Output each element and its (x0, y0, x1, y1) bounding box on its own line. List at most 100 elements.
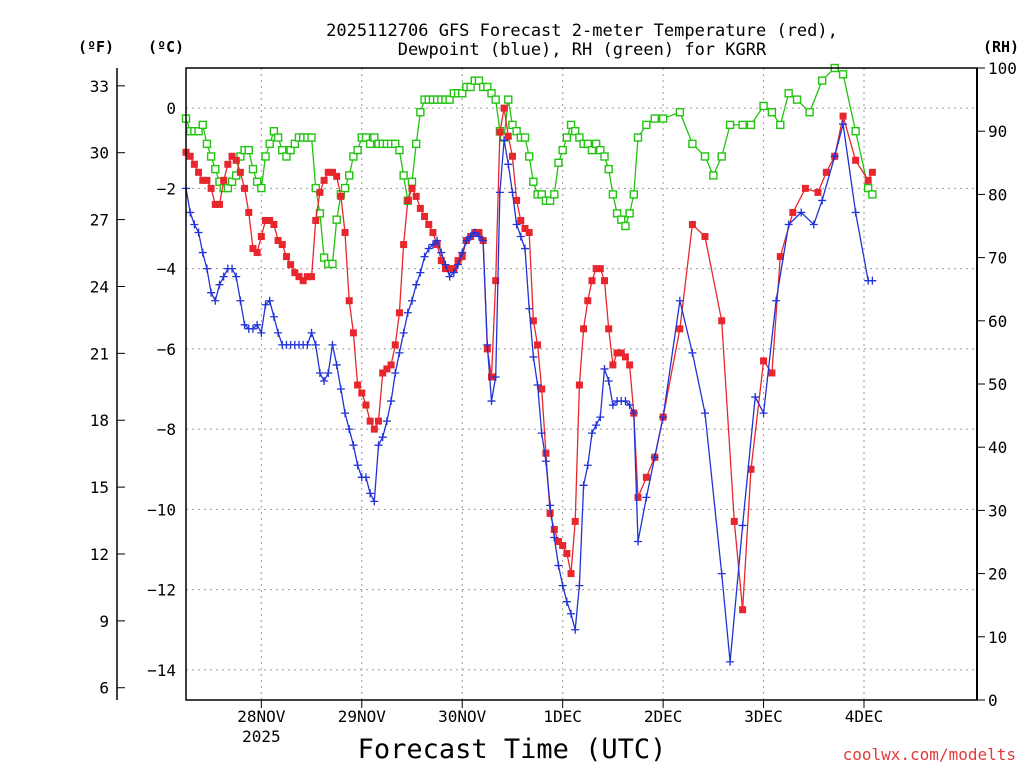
rh-tick-label: 90 (988, 122, 1007, 141)
dewpoint-marker (320, 376, 329, 385)
rh-marker (550, 190, 559, 199)
f-tick-label: 24 (90, 277, 109, 296)
temperature-marker (592, 265, 600, 273)
dewpoint-marker (341, 409, 350, 418)
temperature-marker (308, 273, 316, 281)
temperature-marker (613, 349, 621, 357)
dewpoint-marker (248, 324, 257, 333)
temperature-marker (395, 309, 403, 317)
x-tick-sublabel: 2025 (242, 727, 281, 746)
temperature-marker (868, 168, 876, 176)
dewpoint-marker (395, 348, 404, 357)
rh-marker (608, 190, 618, 199)
temperature-marker (718, 317, 726, 325)
rh-marker (265, 139, 274, 149)
dewpoint-marker (621, 397, 630, 406)
unit-c-label: (ºC) (148, 38, 184, 56)
dewpoint-marker (550, 533, 559, 542)
rh-marker (600, 152, 609, 161)
dewpoint-marker (232, 272, 241, 281)
dewpoint-marker (190, 220, 199, 229)
dewpoint-marker (675, 296, 684, 305)
rh-marker (709, 171, 718, 180)
temperature-marker (341, 229, 349, 237)
rh-marker (650, 114, 659, 123)
dewpoint-marker (487, 397, 496, 406)
temperature-marker (220, 176, 228, 184)
dewpoint-marker (797, 208, 806, 217)
temperature-marker (416, 204, 424, 212)
dewpoint-marker (495, 188, 504, 197)
dewpoint-marker (445, 272, 454, 281)
dewpoint-marker (604, 376, 613, 385)
temperature-marker (249, 245, 257, 253)
dewpoint-marker (261, 300, 270, 309)
temperature-marker (421, 212, 429, 220)
x-tick-label: 3DEC (744, 707, 783, 726)
temperature-marker (584, 297, 592, 305)
temperature-marker (676, 325, 684, 333)
dewpoint-marker (366, 489, 375, 498)
rh-marker (805, 108, 814, 117)
rh-marker (633, 133, 643, 142)
dewpoint-marker (579, 481, 588, 490)
temperature-marker (190, 160, 198, 168)
temperature-marker (500, 104, 508, 112)
dewpoint-marker (546, 501, 555, 510)
dewpoint-marker (738, 521, 747, 530)
rh-marker (776, 120, 785, 130)
dewpoint-marker (521, 244, 529, 253)
dewpoint-marker (562, 597, 571, 606)
temperature-marker (412, 192, 420, 200)
dewpoint-marker (629, 409, 638, 418)
temperature-marker (496, 128, 504, 136)
rh-marker (700, 152, 710, 161)
dewpoint-marker (336, 385, 345, 394)
temperature-marker (446, 265, 454, 273)
temperature-marker (299, 277, 307, 285)
dewpoint-marker (479, 236, 488, 245)
temperature-marker (362, 401, 370, 409)
f-tick-label: 21 (90, 344, 109, 363)
dewpoint-marker (726, 657, 735, 666)
temperature-marker (621, 353, 629, 361)
rh-marker (407, 177, 417, 186)
c-tick-label: −14 (147, 661, 176, 680)
temperature-marker (605, 325, 613, 333)
temperature-marker (316, 188, 324, 196)
rh-marker (345, 171, 354, 180)
temperature-marker (760, 357, 768, 365)
dewpoint-marker (315, 368, 324, 377)
temperature-marker (609, 361, 617, 369)
dewpoint-marker (700, 409, 709, 418)
watermark: coolwx.com/modelts (843, 745, 1016, 764)
rh-marker (261, 152, 270, 161)
rh-tick-label: 100 (988, 59, 1017, 78)
dewpoint-marker (382, 417, 391, 426)
temperature-marker (521, 225, 529, 233)
temperature-marker (688, 220, 696, 228)
temperature-marker (224, 160, 232, 168)
rh-marker (817, 76, 827, 85)
dewpoint-marker (688, 348, 697, 357)
dewpoint-marker (575, 581, 584, 590)
temperature-marker (270, 220, 278, 228)
temperature-marker (550, 525, 558, 533)
dewpoint-marker (554, 561, 563, 570)
temperature-marker (475, 229, 483, 237)
rh-marker (738, 120, 747, 130)
temperature-marker (504, 132, 512, 140)
chart-title-line2: Dewpoint (blue), RH (green) for KGRR (398, 40, 767, 60)
rh-marker (554, 158, 563, 168)
rh-marker (688, 139, 697, 149)
x-tick-label: 4DEC (845, 707, 884, 726)
temperature-marker (282, 253, 290, 261)
temperature-marker (391, 341, 399, 349)
dewpoint-marker (529, 352, 538, 361)
dewpoint-marker (441, 260, 450, 269)
temperature-marker (303, 273, 311, 281)
rh-marker (340, 183, 350, 193)
dewpoint-marker (378, 433, 387, 442)
dewpoint-marker (537, 429, 546, 438)
temperature-marker (345, 297, 353, 305)
